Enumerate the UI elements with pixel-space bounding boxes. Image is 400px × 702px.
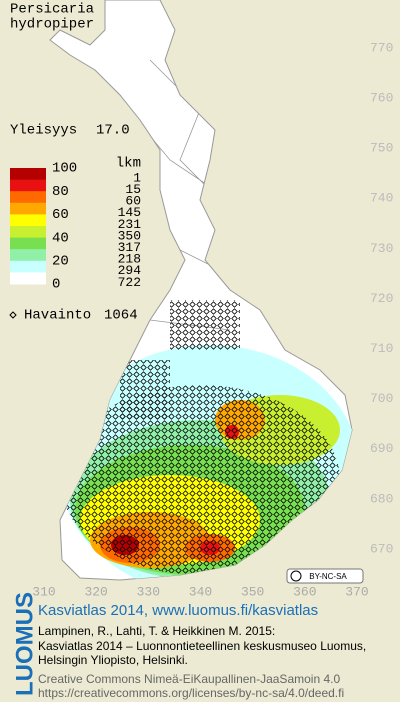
legend-scale-label: 60 <box>52 207 69 223</box>
license-line: Creative Commons Nimeä-EiKaupallinen-Jaa… <box>38 672 340 686</box>
legend-count: 218 <box>118 252 141 267</box>
species-name: Persicaria <box>10 2 94 18</box>
headline: Kasviatlas 2014, www.luomus.fi/kasviatla… <box>38 602 318 619</box>
frequency-value: 17.0 <box>96 123 130 139</box>
northing-label: 680 <box>370 491 393 506</box>
legend-swatch <box>10 260 46 273</box>
northing-label: 770 <box>370 40 393 55</box>
grid-labels: 770 760 750 740 730 720 710 700 690 680 670 310 320 3… <box>32 40 393 599</box>
license-badge <box>286 568 364 584</box>
northing-label: 760 <box>370 91 393 106</box>
legend-count: 15 <box>125 182 141 197</box>
legend-scale-label: 0 <box>52 277 60 293</box>
legend-count: 294 <box>118 263 142 278</box>
legend-scale-label: 20 <box>52 254 69 270</box>
legend-count: 722 <box>118 275 141 290</box>
legend-swatch <box>10 168 46 181</box>
citation-line: Kasviatlas 2014 – Luonnontieteellinen ke… <box>38 639 366 653</box>
map <box>49 0 353 581</box>
easting-label: 330 <box>137 584 160 599</box>
legend-count: 60 <box>125 194 141 209</box>
citation-line: Lampinen, R., Lahti, T. & Heikkinen M. 2… <box>38 624 275 638</box>
easting-label: 370 <box>345 584 368 599</box>
observation-label: Havainto <box>24 308 91 324</box>
northing-label: 730 <box>370 241 393 256</box>
species-name: hydropiper <box>10 17 94 33</box>
logo: LUOMUS <box>11 592 38 696</box>
observation-symbol <box>9 311 17 319</box>
legend-swatch <box>10 191 46 204</box>
legend-scale-label: 40 <box>52 230 69 246</box>
legend-count: 1 <box>133 170 141 185</box>
easting-label: 320 <box>84 584 107 599</box>
legend-scale-label: 80 <box>52 184 69 200</box>
northing-label: 720 <box>370 291 393 306</box>
legend-count: 145 <box>118 205 141 220</box>
easting-label: 350 <box>241 584 264 599</box>
legend-count: 317 <box>118 240 141 255</box>
northing-label: 740 <box>370 191 393 206</box>
license-line: https://creativecommons.org/licenses/by-… <box>38 686 344 700</box>
observation-count: 1064 <box>104 308 138 324</box>
citation-line: Helsingin Yliopisto, Helsinki. <box>38 653 188 667</box>
legend-swatch <box>10 249 46 262</box>
legend-count: 231 <box>118 217 142 232</box>
license-badge-text: BY-NC-SA <box>309 572 347 581</box>
frequency-label: Yleisyys <box>10 123 77 139</box>
northing-label: 750 <box>370 141 393 156</box>
count-header: lkm <box>116 156 141 172</box>
easting-label: 360 <box>293 584 316 599</box>
legend-swatch <box>10 179 46 192</box>
northing-label: 690 <box>370 441 393 456</box>
northing-label: 700 <box>370 391 393 406</box>
legend-swatch <box>10 237 46 250</box>
legend-swatch <box>10 272 46 285</box>
legend-count: 350 <box>118 228 141 243</box>
easting-label: 310 <box>32 584 55 599</box>
legend-swatch <box>10 202 46 215</box>
northing-label: 710 <box>370 341 393 356</box>
cc-icon <box>290 570 302 582</box>
legend-scale-label: 100 <box>52 161 77 177</box>
easting-label: 340 <box>189 584 212 599</box>
legend-swatch <box>10 226 46 239</box>
northing-label: 670 <box>370 541 393 556</box>
legend-swatch <box>10 214 46 227</box>
